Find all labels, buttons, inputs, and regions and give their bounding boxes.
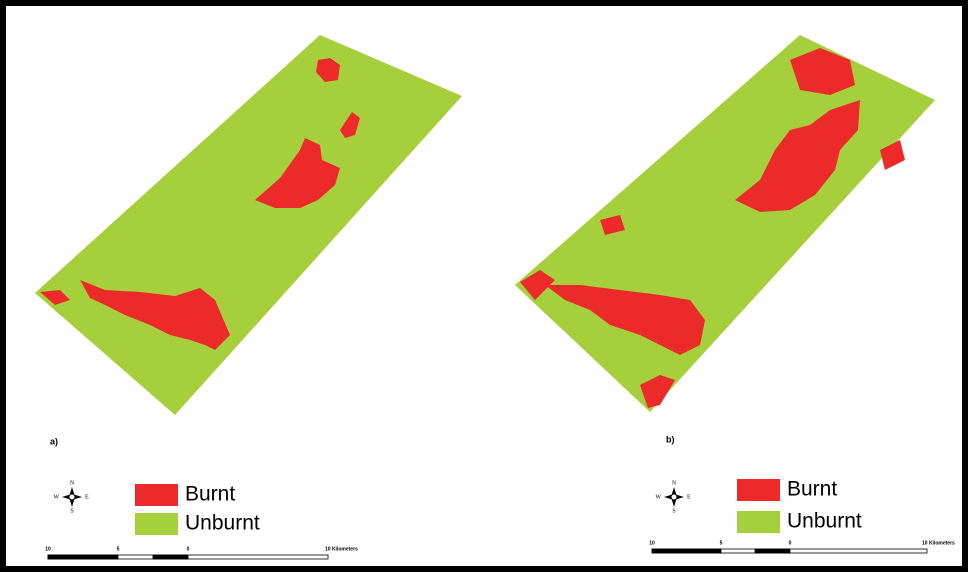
compass-s: S (70, 508, 73, 514)
legend-label: Burnt (185, 483, 235, 506)
legend-swatch (737, 479, 780, 501)
scale-label: 0 (187, 546, 190, 552)
compass-n: N (672, 480, 677, 486)
legend-label: Unburnt (185, 512, 260, 535)
compass-w: W (53, 494, 59, 500)
legend-label: Burnt (787, 478, 837, 501)
scale-label: 5 (117, 546, 120, 552)
scale-label: 0 (789, 540, 792, 546)
compass-s: S (672, 508, 675, 514)
scale-label: 10 (649, 540, 655, 546)
scale-bar (652, 549, 927, 553)
scale-label: 5 (720, 540, 723, 546)
scale-label: 10 (45, 546, 51, 552)
legend-swatch (135, 484, 178, 506)
compass-e: E (687, 494, 691, 500)
compass-n: N (70, 480, 75, 486)
legend-label: Unburnt (787, 510, 862, 533)
compass-w: W (655, 494, 661, 500)
compass-e: E (85, 494, 89, 500)
legend-swatch (135, 513, 178, 535)
figure: a) b) Burnt Unburnt Burnt Unburnt N S E … (0, 0, 968, 572)
scale-bar (48, 555, 328, 559)
legend-swatch (737, 511, 780, 533)
scale-label: 10 Kilometers (325, 546, 358, 552)
scale-label: 10 Kilometers (922, 540, 955, 546)
panel-label: a) (50, 436, 58, 446)
panel-label: b) (666, 434, 675, 444)
